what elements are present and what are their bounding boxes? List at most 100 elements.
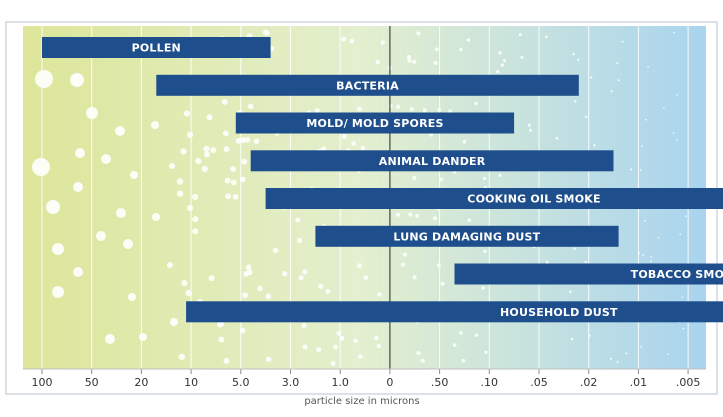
particle-dot	[407, 58, 412, 63]
particle-dot	[545, 35, 548, 39]
particle-dot	[685, 215, 687, 217]
particle-dot	[325, 288, 331, 294]
particle-dot	[230, 166, 236, 172]
particle-dot	[341, 36, 347, 42]
particle-dot	[440, 281, 445, 286]
particle-dot	[245, 264, 252, 271]
particle-dot	[474, 333, 479, 338]
particle-dot	[341, 134, 347, 139]
particle-dot	[439, 177, 444, 182]
bar-label: LUNG DAMAGING DUST	[393, 230, 540, 243]
particle-dot	[376, 343, 382, 349]
particle-dot	[183, 110, 191, 117]
particle-dot	[191, 193, 199, 201]
particle-dot	[377, 292, 382, 297]
particle-dot	[502, 59, 507, 63]
particle-dot	[681, 296, 684, 299]
particle-dot	[169, 163, 175, 169]
x-tick-label: 1.0	[331, 376, 349, 389]
particle-dot	[452, 343, 457, 347]
particle-dot	[641, 145, 643, 148]
particle-dot	[358, 354, 363, 359]
bar-label: COOKING OIL SMOKE	[467, 193, 600, 206]
particle-dot	[221, 98, 228, 105]
particle-dot	[302, 344, 308, 350]
particle-dot	[360, 145, 366, 151]
particle-dot	[650, 256, 653, 258]
particle-dot	[52, 243, 64, 255]
particle-dot	[105, 334, 115, 344]
particle-dot	[203, 145, 210, 152]
particle-dot	[481, 286, 485, 290]
particle-dot	[32, 158, 50, 176]
particle-dot	[527, 123, 531, 127]
x-tick-label: 10	[184, 376, 198, 389]
particle-dot	[574, 100, 577, 103]
x-tick-label: .01	[630, 376, 648, 389]
particle-dot	[242, 292, 248, 299]
particle-dot	[555, 136, 559, 140]
particle-dot	[230, 179, 237, 186]
particle-dot	[406, 54, 411, 60]
particle-dot	[187, 205, 193, 211]
particle-dot	[448, 109, 453, 114]
particle-dot	[181, 279, 188, 287]
particle-dot	[244, 137, 251, 143]
particle-dot	[545, 260, 549, 264]
particle-dot	[415, 213, 420, 218]
particle-dot	[218, 336, 225, 343]
particle-dot	[318, 284, 324, 289]
particle-dot	[436, 263, 441, 268]
particle-dot	[617, 79, 620, 82]
particle-dot	[682, 327, 685, 330]
bar-label: POLLEN	[132, 42, 181, 55]
particle-dot	[295, 217, 301, 223]
bar-label: BACTERIA	[336, 79, 399, 92]
particle-dot	[265, 293, 272, 300]
bar-label: HOUSEHOLD DUST	[500, 306, 618, 319]
particle-dot	[645, 118, 647, 121]
particle-dot	[474, 101, 478, 106]
particle-dot	[573, 247, 576, 250]
x-tick-label: 3.0	[282, 376, 300, 389]
particle-dot	[224, 177, 231, 184]
particle-dot	[247, 103, 254, 110]
bar-group: ANIMAL DANDER	[250, 150, 614, 172]
particle-dot	[395, 104, 401, 109]
x-tick-labels: 100 50 20 10 5.0 3.0 1.0 0 .50 .10 .05 .02 .01 .005	[32, 376, 701, 389]
particle-dot	[75, 148, 85, 158]
particle-dot	[195, 157, 202, 165]
particle-dot	[380, 40, 385, 45]
particle-dot	[500, 63, 504, 67]
particle-dot	[257, 285, 263, 292]
particle-dot	[357, 106, 362, 112]
particle-dot	[52, 286, 64, 298]
particle-dot	[128, 293, 136, 301]
particle-dot	[482, 176, 487, 181]
particle-dot	[192, 216, 199, 223]
particle-dot	[589, 76, 593, 79]
particle-dot	[400, 262, 406, 267]
particle-dot	[222, 130, 229, 137]
particle-dot	[673, 31, 675, 34]
particle-dot	[240, 137, 247, 143]
particle-dot	[201, 165, 208, 172]
particle-dot	[496, 69, 500, 74]
particle-dot	[73, 267, 83, 277]
particle-dot	[316, 346, 322, 353]
particle-dot	[176, 178, 184, 185]
particle-dot	[518, 33, 522, 37]
bar-group: MOLD/ MOLD SPORES	[235, 112, 515, 134]
bar-group: BACTERIA	[156, 74, 579, 96]
x-tick-label: 0	[386, 376, 393, 389]
particle-dot	[672, 132, 675, 134]
particle-dot	[264, 30, 270, 36]
particle-dot	[420, 358, 425, 363]
particle-dot	[529, 128, 532, 132]
particle-dot	[412, 59, 417, 64]
bar	[42, 37, 271, 58]
particle-dot	[363, 275, 369, 280]
particle-dot	[353, 338, 358, 344]
bar-group: LUNG DAMAGING DUST	[315, 225, 619, 247]
particle-dot	[520, 55, 524, 59]
